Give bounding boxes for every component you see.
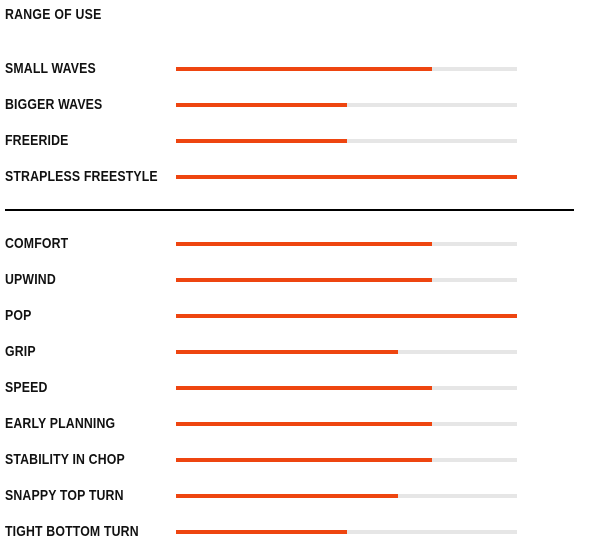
- rating-bar-fill: [176, 314, 517, 318]
- rating-bar-fill: [176, 67, 432, 71]
- rating-label: GRIP: [5, 343, 36, 360]
- rating-bar-track: [176, 530, 517, 534]
- rating-bar-fill: [176, 175, 517, 179]
- rating-label: COMFORT: [5, 235, 69, 252]
- rating-row-snappy-top-turn: SNAPPY TOP TURN: [0, 486, 595, 506]
- rating-bar-track: [176, 242, 517, 246]
- rating-label: SPEED: [5, 379, 48, 396]
- rating-bar-fill: [176, 422, 432, 426]
- rating-row-pop: POP: [0, 306, 595, 326]
- rating-row-tight-bottom-turn: TIGHT BOTTOM TURN: [0, 522, 595, 542]
- rating-row-strapless-freestyle: STRAPLESS FREESTYLE: [0, 167, 595, 187]
- rating-bar-track: [176, 350, 517, 354]
- rating-label: BIGGER WAVES: [5, 96, 103, 113]
- rating-bar-track: [176, 103, 517, 107]
- rating-bar-track: [176, 67, 517, 71]
- rating-row-bigger-waves: BIGGER WAVES: [0, 95, 595, 115]
- rating-label: TIGHT BOTTOM TURN: [5, 523, 139, 540]
- rating-row-speed: SPEED: [0, 378, 595, 398]
- rating-label: STABILITY IN CHOP: [5, 451, 125, 468]
- rating-bar-fill: [176, 350, 398, 354]
- rating-row-freeride: FREERIDE: [0, 131, 595, 151]
- rating-bar-track: [176, 278, 517, 282]
- rating-label: POP: [5, 307, 32, 324]
- rating-bar-track: [176, 494, 517, 498]
- rating-bar-track: [176, 175, 517, 179]
- rating-bar-fill: [176, 103, 347, 107]
- rating-bar-fill: [176, 458, 432, 462]
- rating-row-comfort: COMFORT: [0, 234, 595, 254]
- rating-bar-fill: [176, 494, 398, 498]
- rating-bar-fill: [176, 386, 432, 390]
- rating-bar-fill: [176, 278, 432, 282]
- rating-label: SMALL WAVES: [5, 60, 96, 77]
- page-title: RANGE OF USE: [5, 6, 102, 23]
- rating-bar-fill: [176, 530, 347, 534]
- rating-label: STRAPLESS FREESTYLE: [5, 168, 158, 185]
- rating-bar-track: [176, 386, 517, 390]
- rating-bar-fill: [176, 139, 347, 143]
- rating-label: FREERIDE: [5, 132, 69, 149]
- rating-bar-track: [176, 458, 517, 462]
- rating-row-grip: GRIP: [0, 342, 595, 362]
- rating-bar-track: [176, 422, 517, 426]
- rating-row-early-planning: EARLY PLANNING: [0, 414, 595, 434]
- rating-bar-track: [176, 314, 517, 318]
- rating-label: UPWIND: [5, 271, 56, 288]
- divider: [5, 209, 574, 211]
- rating-label: EARLY PLANNING: [5, 415, 116, 432]
- rating-label: SNAPPY TOP TURN: [5, 487, 124, 504]
- rating-row-stability-in-chop: STABILITY IN CHOP: [0, 450, 595, 470]
- rating-bar-track: [176, 139, 517, 143]
- rating-row-upwind: UPWIND: [0, 270, 595, 290]
- rating-row-small-waves: SMALL WAVES: [0, 59, 595, 79]
- rating-bar-fill: [176, 242, 432, 246]
